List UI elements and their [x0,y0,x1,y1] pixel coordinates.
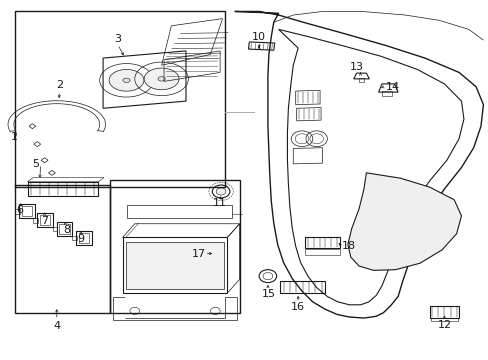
Bar [15,12,224,187]
Bar [21,206,32,216]
Text: 14: 14 [385,82,399,92]
Bar [37,213,53,226]
Text: 17: 17 [191,248,205,258]
Bar [19,204,35,218]
Text: 18: 18 [341,241,355,251]
Text: 10: 10 [252,32,265,42]
Text: 4: 4 [53,320,60,330]
Bar [33,218,38,222]
Text: 1: 1 [10,132,18,142]
Ellipse shape [158,77,165,81]
Text: 6: 6 [17,205,23,215]
Bar [76,231,92,244]
Text: 16: 16 [290,302,305,312]
Text: 3: 3 [114,34,121,44]
Text: 7: 7 [41,216,48,226]
Bar [53,227,57,231]
Circle shape [216,188,225,195]
Bar [27,182,98,196]
Bar [382,91,391,96]
Ellipse shape [144,68,179,90]
Bar [72,236,77,240]
Bar [57,222,72,235]
Bar [79,233,89,243]
Bar [40,215,50,225]
Bar [358,78,364,82]
Ellipse shape [122,78,130,82]
Text: 5: 5 [32,159,40,169]
Bar [15,185,110,313]
Text: 12: 12 [436,320,450,330]
Ellipse shape [109,69,143,91]
Bar [122,237,227,293]
Bar [430,318,457,320]
Text: 9: 9 [78,234,84,244]
Text: 2: 2 [56,80,62,90]
Bar [110,180,239,313]
Text: 15: 15 [262,289,275,300]
Bar [59,224,70,234]
Bar [126,242,223,289]
Text: 13: 13 [349,62,363,72]
Bar [15,209,20,213]
Text: 8: 8 [63,225,70,235]
Text: 11: 11 [213,198,226,208]
Polygon shape [347,173,461,270]
